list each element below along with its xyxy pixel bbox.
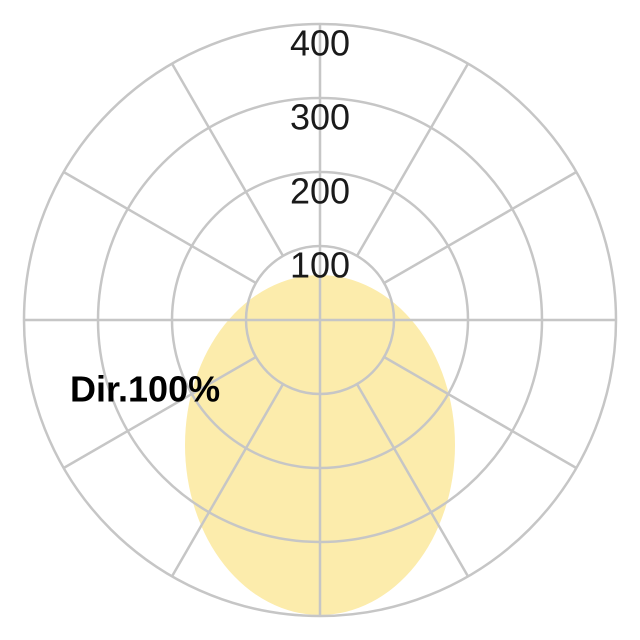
ring-label: 100 [290, 245, 350, 286]
ring-label: 200 [290, 171, 350, 212]
ring-label: 400 [290, 23, 350, 64]
polar-photometric-chart: 100 200 300 400 Dir.100% [0, 0, 640, 640]
direction-annotation: Dir.100% [70, 369, 220, 410]
ring-label: 300 [290, 97, 350, 138]
